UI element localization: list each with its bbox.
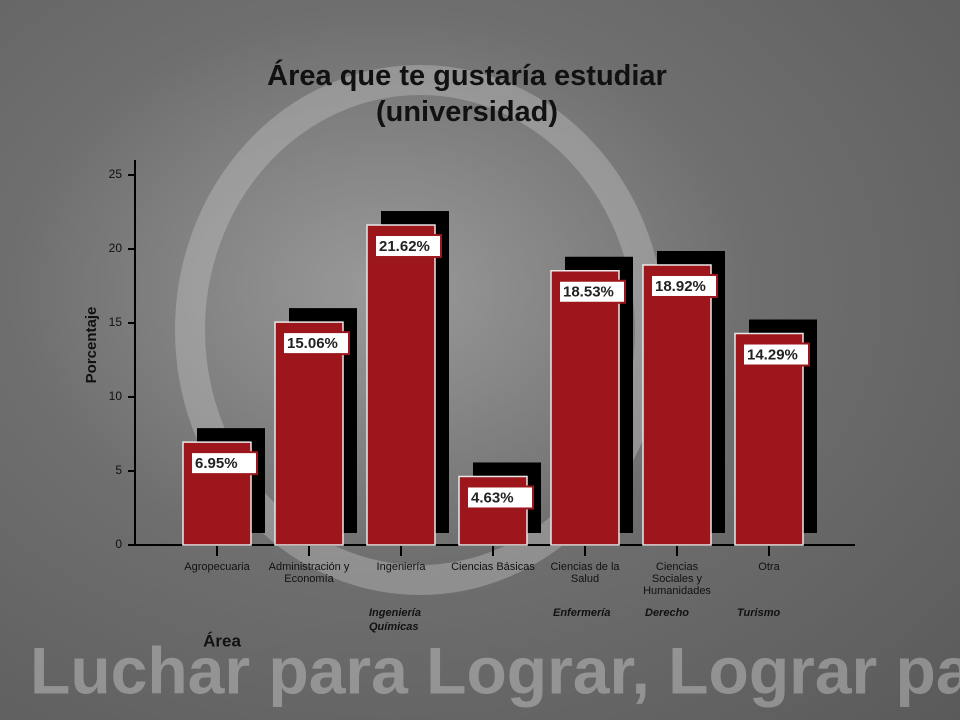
x-sub-label: Derecho — [645, 607, 690, 619]
value-label: 18.53% — [563, 284, 614, 301]
x-tick-label: Administración y Economía — [268, 561, 350, 585]
y-tick-label: 0 — [115, 537, 122, 551]
value-label-box — [282, 331, 350, 356]
value-label: 18.92% — [655, 278, 706, 295]
y-tick-label: 25 — [109, 167, 123, 181]
value-label: 4.63% — [471, 489, 514, 506]
bar — [734, 332, 804, 546]
x-tick-label: Ciencias Sociales y Humanidades — [643, 561, 711, 597]
x-tick-label: Ingeniería — [376, 561, 426, 573]
value-label: 21.62% — [379, 238, 430, 255]
y-tick-label: 15 — [109, 315, 123, 329]
chart-title: Área que te gustaría estudiar (universid… — [267, 60, 667, 128]
value-label-box — [558, 279, 626, 304]
value-label-box — [466, 485, 534, 510]
value-label-box — [190, 451, 258, 476]
x-tick-label: Ciencias de la Salud — [550, 561, 620, 585]
value-label: 14.29% — [747, 346, 798, 363]
x-tick-label: Ciencias Básicas — [451, 561, 535, 573]
bar — [550, 270, 620, 546]
x-sub-label: Enfermería — [553, 607, 611, 619]
y-axis-title: Porcentaje — [83, 307, 100, 384]
bar — [642, 264, 712, 546]
background-text: Luchar para Lograr, Lograr para Dar — [30, 633, 960, 707]
x-sub-label: Turismo — [737, 607, 781, 619]
y-tick-label: 10 — [109, 389, 123, 403]
x-sub-label: Ingeniería Químicas — [369, 607, 421, 633]
value-label: 6.95% — [195, 455, 238, 472]
x-tick-label: Agropecuaria — [184, 561, 250, 573]
x-axis-title: Área — [203, 631, 241, 650]
value-label-box — [650, 273, 718, 298]
bar — [366, 224, 436, 546]
value-label-box — [742, 342, 810, 367]
y-tick-label: 5 — [115, 463, 122, 477]
x-tick-label: Otra — [758, 561, 780, 573]
bar — [274, 321, 344, 546]
value-label-box — [374, 234, 442, 259]
y-tick-label: 20 — [109, 241, 123, 255]
value-label: 15.06% — [287, 335, 338, 352]
